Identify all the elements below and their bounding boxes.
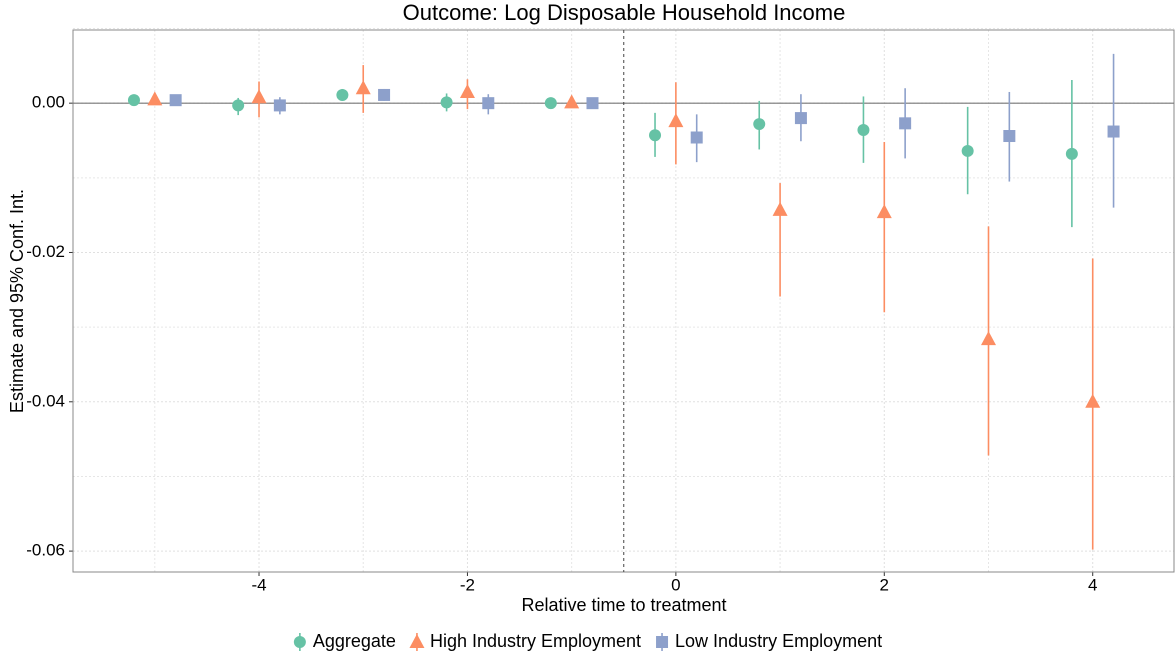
- y-tick-label: -0.02: [26, 242, 65, 261]
- point: [440, 96, 453, 109]
- point: [981, 331, 997, 346]
- point: [1065, 147, 1078, 160]
- y-tick-label: -0.04: [26, 391, 65, 410]
- x-tick-label: 2: [880, 575, 889, 594]
- point: [459, 83, 475, 98]
- legend-item: Aggregate: [293, 631, 396, 651]
- point: [1003, 130, 1016, 143]
- point: [899, 117, 912, 130]
- x-tick-label: -2: [460, 575, 475, 594]
- x-axis-label: Relative time to treatment: [521, 595, 726, 615]
- point: [649, 129, 662, 142]
- point: [273, 99, 286, 112]
- point: [482, 97, 495, 110]
- point: [857, 124, 870, 137]
- point: [564, 94, 580, 109]
- point: [544, 97, 557, 110]
- legend: Aggregate High Industry Employment Low Ind…: [293, 631, 882, 651]
- legend-label: High Industry Employment: [430, 631, 641, 651]
- point: [690, 131, 703, 144]
- x-tick-label: 0: [671, 575, 680, 594]
- legend-marker: [409, 634, 425, 648]
- legend-item: High Industry Employment: [409, 631, 641, 651]
- point: [1085, 393, 1101, 408]
- legend-label: Low Industry Employment: [675, 631, 882, 651]
- point: [753, 118, 766, 131]
- point: [169, 94, 182, 107]
- legend-marker: [293, 636, 306, 648]
- point: [232, 99, 245, 112]
- x-tick-label: 4: [1088, 575, 1097, 594]
- y-tick-label: 0.00: [32, 93, 65, 112]
- point: [336, 88, 349, 101]
- point: [147, 91, 163, 106]
- point: [668, 113, 684, 128]
- y-tick-label: -0.06: [26, 541, 65, 560]
- point: [127, 94, 140, 107]
- point: [378, 88, 391, 101]
- legend-marker: [656, 636, 669, 648]
- point: [1107, 125, 1120, 138]
- point: [251, 89, 267, 104]
- point: [355, 80, 371, 95]
- legend-label: Aggregate: [313, 631, 396, 651]
- point: [586, 97, 599, 110]
- point: [876, 204, 892, 219]
- point: [794, 112, 807, 125]
- point: [772, 201, 788, 216]
- x-tick-label: -4: [251, 575, 266, 594]
- point: [961, 144, 974, 157]
- y-axis-label: Estimate and 95% Conf. Int.: [7, 189, 27, 413]
- legend-item: Low Industry Employment: [656, 631, 882, 651]
- chart-title: Outcome: Log Disposable Household Income: [403, 0, 846, 25]
